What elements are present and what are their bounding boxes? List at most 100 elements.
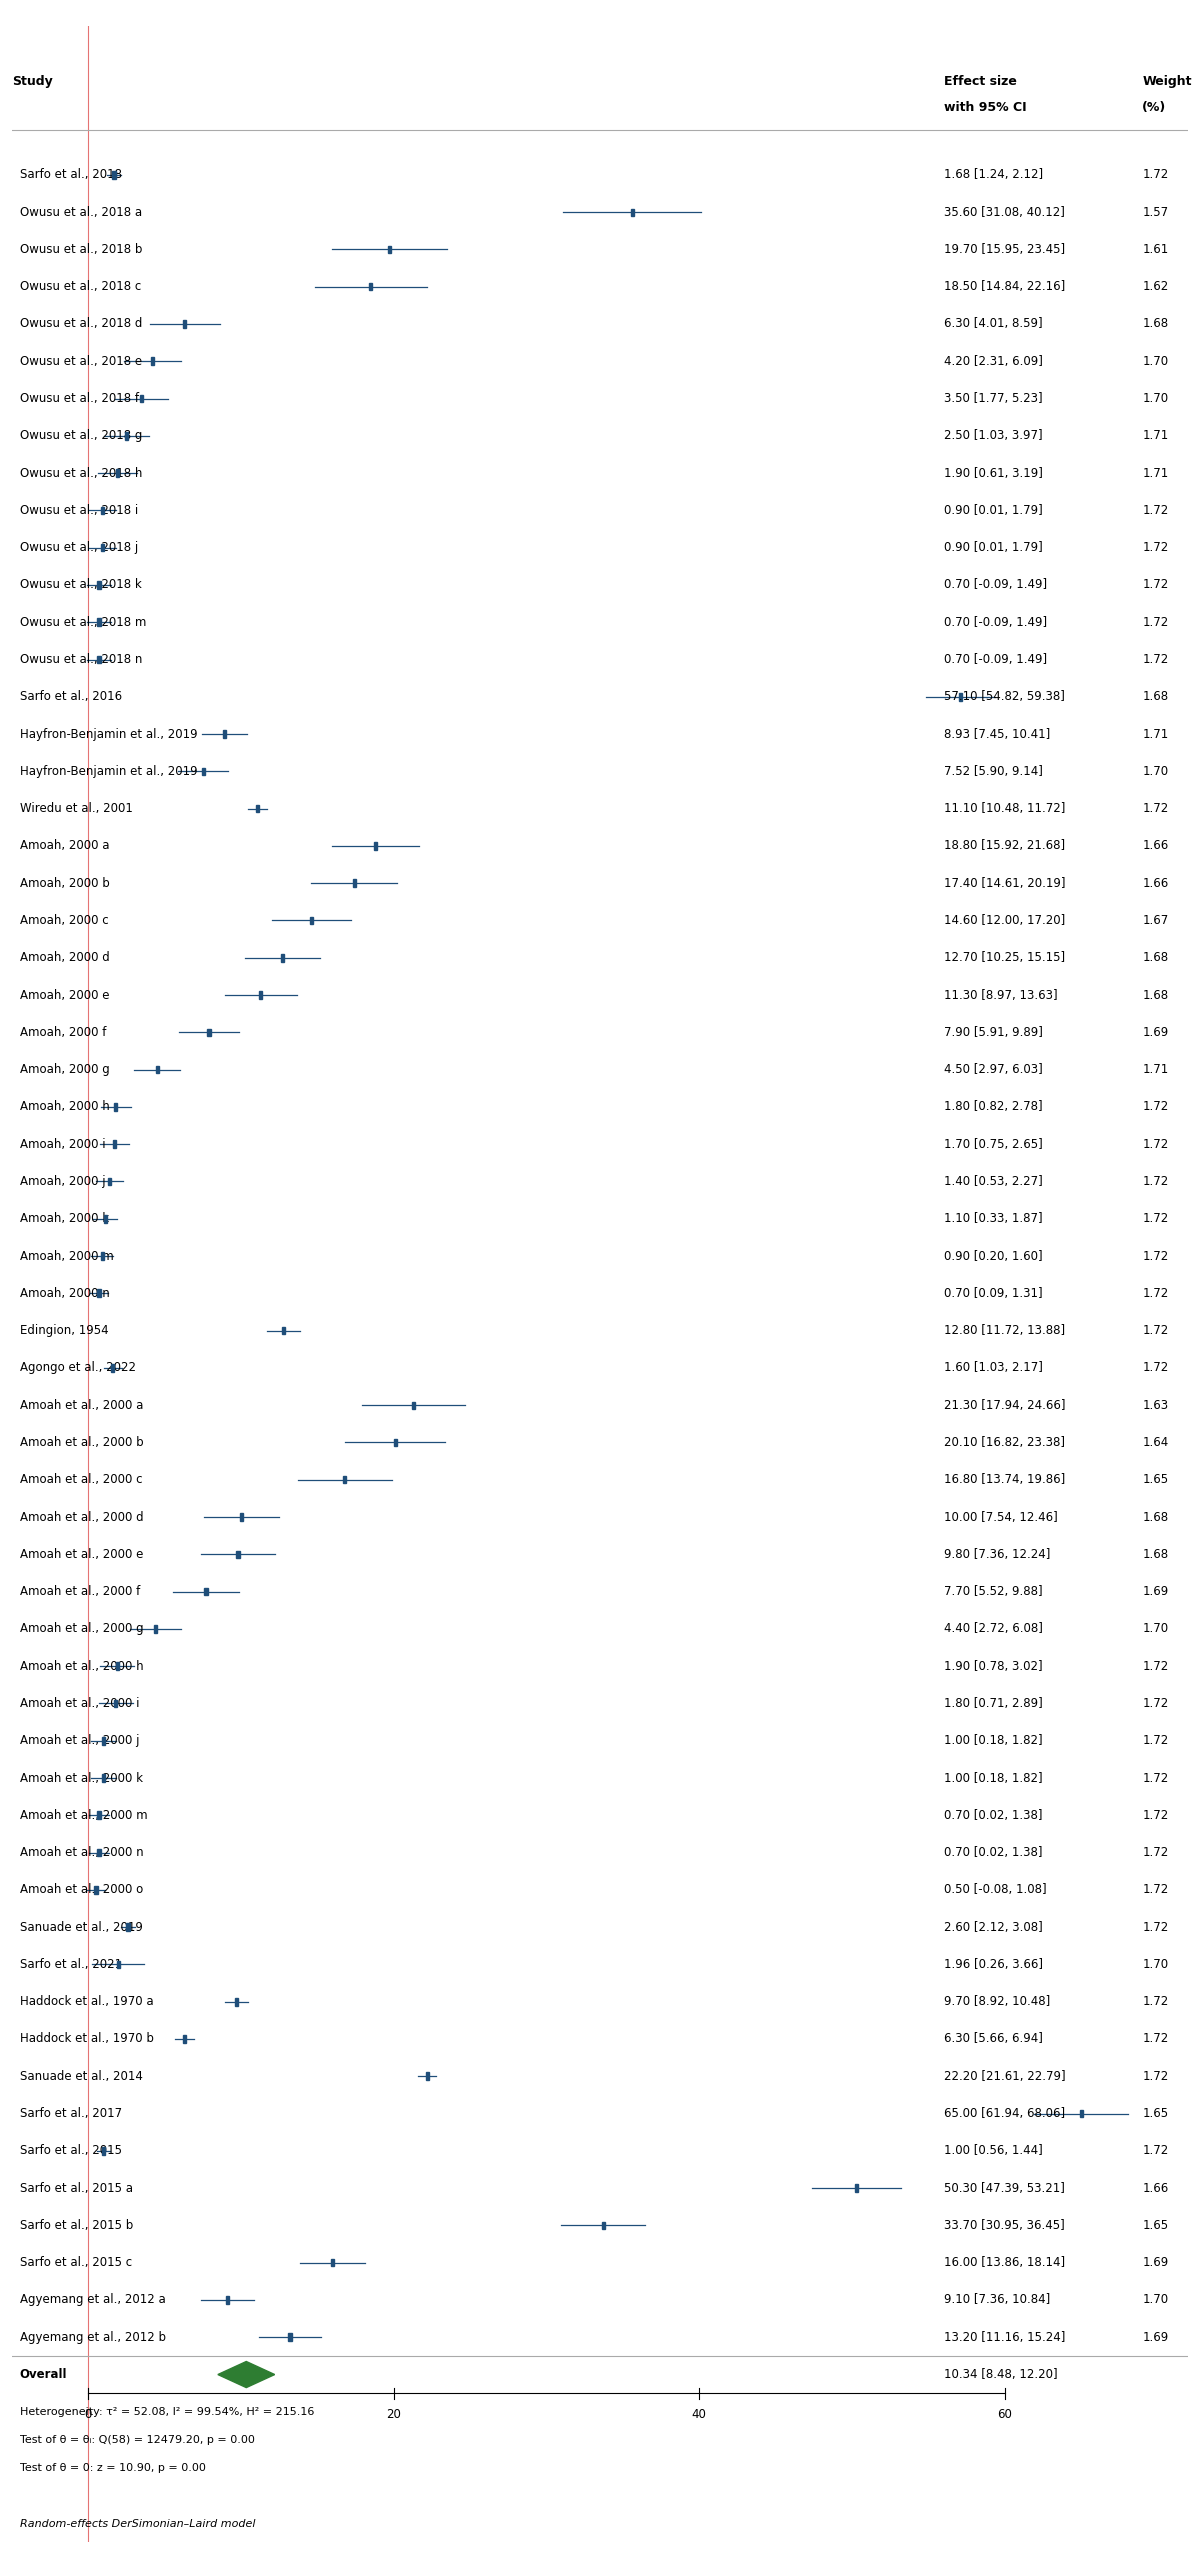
FancyBboxPatch shape bbox=[101, 506, 103, 514]
FancyBboxPatch shape bbox=[97, 1289, 101, 1297]
Text: 1.72: 1.72 bbox=[1142, 2070, 1169, 2083]
FancyBboxPatch shape bbox=[125, 431, 128, 439]
Text: 0.90 [0.01, 1.79]: 0.90 [0.01, 1.79] bbox=[943, 503, 1043, 516]
Text: 1.68: 1.68 bbox=[1142, 950, 1169, 963]
Text: 9.80 [7.36, 12.24]: 9.80 [7.36, 12.24] bbox=[943, 1549, 1050, 1561]
Text: Weight: Weight bbox=[1142, 74, 1192, 87]
Text: Sarfo et al., 2017: Sarfo et al., 2017 bbox=[19, 2108, 121, 2121]
Text: 7.70 [5.52, 9.88]: 7.70 [5.52, 9.88] bbox=[943, 1584, 1043, 1597]
Text: 2.50 [1.03, 3.97]: 2.50 [1.03, 3.97] bbox=[943, 429, 1043, 442]
Text: Amoah et al., 2000 n: Amoah et al., 2000 n bbox=[19, 1846, 143, 1859]
Text: 1.71: 1.71 bbox=[1142, 429, 1169, 442]
Text: 9.70 [8.92, 10.48]: 9.70 [8.92, 10.48] bbox=[943, 1995, 1050, 2008]
Text: 1.80 [0.82, 2.78]: 1.80 [0.82, 2.78] bbox=[943, 1102, 1043, 1115]
Text: 1.72: 1.72 bbox=[1142, 1251, 1169, 1263]
Text: Amoah, 2000 g: Amoah, 2000 g bbox=[19, 1063, 109, 1076]
Text: Sarfo et al., 2021: Sarfo et al., 2021 bbox=[19, 1957, 121, 1970]
Text: Owusu et al., 2018 c: Owusu et al., 2018 c bbox=[19, 280, 140, 293]
Text: Sarfo et al., 2016: Sarfo et al., 2016 bbox=[19, 691, 121, 704]
Text: Test of θ = 0: z = 10.90, p = 0.00: Test of θ = 0: z = 10.90, p = 0.00 bbox=[19, 2463, 205, 2473]
Text: Amoah et al., 2000 c: Amoah et al., 2000 c bbox=[19, 1474, 142, 1487]
Text: 1.72: 1.72 bbox=[1142, 801, 1169, 814]
Text: 0.70 [-0.09, 1.49]: 0.70 [-0.09, 1.49] bbox=[943, 652, 1046, 665]
Text: 1.72: 1.72 bbox=[1142, 578, 1169, 591]
Text: 18.80 [15.92, 21.68]: 18.80 [15.92, 21.68] bbox=[943, 840, 1064, 853]
Text: Heterogeneity: τ² = 52.08, I² = 99.54%, H² = 215.16: Heterogeneity: τ² = 52.08, I² = 99.54%, … bbox=[19, 2406, 314, 2416]
Text: Owusu et al., 2018 e: Owusu et al., 2018 e bbox=[19, 354, 142, 367]
FancyBboxPatch shape bbox=[116, 1959, 120, 1967]
Text: 1.71: 1.71 bbox=[1142, 727, 1169, 740]
FancyBboxPatch shape bbox=[226, 2296, 229, 2303]
Text: 57.10 [54.82, 59.38]: 57.10 [54.82, 59.38] bbox=[943, 691, 1064, 704]
Text: Amoah et al., 2000 j: Amoah et al., 2000 j bbox=[19, 1733, 139, 1746]
FancyBboxPatch shape bbox=[281, 953, 284, 960]
Text: Sarfo et al., 2018: Sarfo et al., 2018 bbox=[19, 169, 121, 182]
FancyBboxPatch shape bbox=[97, 1849, 101, 1857]
Text: 1.00 [0.18, 1.82]: 1.00 [0.18, 1.82] bbox=[943, 1772, 1043, 1785]
Text: 1.00 [0.56, 1.44]: 1.00 [0.56, 1.44] bbox=[943, 2144, 1043, 2157]
Text: Amoah, 2000 h: Amoah, 2000 h bbox=[19, 1102, 109, 1115]
FancyBboxPatch shape bbox=[184, 2036, 186, 2042]
FancyBboxPatch shape bbox=[412, 1402, 415, 1410]
Text: Amoah, 2000 e: Amoah, 2000 e bbox=[19, 989, 109, 1002]
FancyBboxPatch shape bbox=[288, 2334, 292, 2342]
Text: 1.70: 1.70 bbox=[1142, 393, 1169, 406]
Text: Sarfo et al., 2015 b: Sarfo et al., 2015 b bbox=[19, 2219, 133, 2232]
Text: 2.60 [2.12, 3.08]: 2.60 [2.12, 3.08] bbox=[943, 1921, 1043, 1934]
FancyBboxPatch shape bbox=[156, 1066, 158, 1073]
Text: Owusu et al., 2018 k: Owusu et al., 2018 k bbox=[19, 578, 142, 591]
Text: 1.68: 1.68 bbox=[1142, 1510, 1169, 1523]
Text: Test of θ = θᵢ: Q(58) = 12479.20, p = 0.00: Test of θ = θᵢ: Q(58) = 12479.20, p = 0.… bbox=[19, 2434, 254, 2445]
FancyBboxPatch shape bbox=[126, 1923, 130, 1931]
Text: 1.00 [0.18, 1.82]: 1.00 [0.18, 1.82] bbox=[943, 1733, 1043, 1746]
Text: Haddock et al., 1970 b: Haddock et al., 1970 b bbox=[19, 2031, 154, 2047]
Text: 0.70 [0.09, 1.31]: 0.70 [0.09, 1.31] bbox=[943, 1287, 1043, 1299]
Text: 60: 60 bbox=[997, 2409, 1012, 2422]
Text: 1.72: 1.72 bbox=[1142, 1325, 1169, 1338]
Text: 1.65: 1.65 bbox=[1142, 1474, 1169, 1487]
Text: Owusu et al., 2018 h: Owusu et al., 2018 h bbox=[19, 467, 142, 480]
FancyBboxPatch shape bbox=[370, 282, 372, 290]
Text: Amoah et al., 2000 o: Amoah et al., 2000 o bbox=[19, 1882, 143, 1895]
Text: 21.30 [17.94, 24.66]: 21.30 [17.94, 24.66] bbox=[943, 1400, 1066, 1412]
Text: Amoah, 2000 c: Amoah, 2000 c bbox=[19, 914, 108, 927]
Text: Wiredu et al., 2001: Wiredu et al., 2001 bbox=[19, 801, 132, 814]
Text: 14.60 [12.00, 17.20]: 14.60 [12.00, 17.20] bbox=[943, 914, 1064, 927]
Text: Amoah et al., 2000 f: Amoah et al., 2000 f bbox=[19, 1584, 140, 1597]
Text: 1.72: 1.72 bbox=[1142, 616, 1169, 629]
Text: 0.70 [0.02, 1.38]: 0.70 [0.02, 1.38] bbox=[943, 1846, 1042, 1859]
Text: 35.60 [31.08, 40.12]: 35.60 [31.08, 40.12] bbox=[943, 205, 1064, 218]
Text: 1.72: 1.72 bbox=[1142, 1921, 1169, 1934]
Text: Amoah et al., 2000 m: Amoah et al., 2000 m bbox=[19, 1808, 148, 1821]
FancyBboxPatch shape bbox=[1080, 2111, 1082, 2116]
FancyBboxPatch shape bbox=[102, 2147, 106, 2155]
FancyBboxPatch shape bbox=[97, 619, 101, 627]
FancyBboxPatch shape bbox=[343, 1477, 347, 1484]
Text: 1.70: 1.70 bbox=[1142, 1957, 1169, 1970]
FancyBboxPatch shape bbox=[112, 1364, 114, 1371]
Text: 1.61: 1.61 bbox=[1142, 244, 1169, 257]
Text: 0.70 [-0.09, 1.49]: 0.70 [-0.09, 1.49] bbox=[943, 578, 1046, 591]
Text: Amoah, 2000 n: Amoah, 2000 n bbox=[19, 1287, 109, 1299]
Text: 1.65: 1.65 bbox=[1142, 2219, 1169, 2232]
Text: 0.50 [-0.08, 1.08]: 0.50 [-0.08, 1.08] bbox=[943, 1882, 1046, 1895]
FancyBboxPatch shape bbox=[108, 1179, 112, 1186]
FancyBboxPatch shape bbox=[97, 655, 101, 663]
Text: Overall: Overall bbox=[19, 2368, 67, 2381]
FancyBboxPatch shape bbox=[331, 2260, 335, 2268]
Text: 1.71: 1.71 bbox=[1142, 467, 1169, 480]
FancyBboxPatch shape bbox=[95, 1885, 97, 1893]
Text: 1.66: 1.66 bbox=[1142, 876, 1169, 889]
FancyBboxPatch shape bbox=[426, 2072, 428, 2080]
FancyBboxPatch shape bbox=[140, 395, 143, 403]
Text: Agyemang et al., 2012 b: Agyemang et al., 2012 b bbox=[19, 2332, 166, 2345]
Text: 1.66: 1.66 bbox=[1142, 840, 1169, 853]
Text: Amoah et al., 2000 e: Amoah et al., 2000 e bbox=[19, 1549, 143, 1561]
Text: 1.70: 1.70 bbox=[1142, 765, 1169, 778]
FancyBboxPatch shape bbox=[259, 991, 263, 999]
Text: (%): (%) bbox=[1142, 100, 1166, 113]
FancyBboxPatch shape bbox=[388, 247, 391, 254]
Text: Amoah, 2000 f: Amoah, 2000 f bbox=[19, 1025, 106, 1040]
Text: 1.67: 1.67 bbox=[1142, 914, 1169, 927]
Text: 12.80 [11.72, 13.88]: 12.80 [11.72, 13.88] bbox=[943, 1325, 1064, 1338]
